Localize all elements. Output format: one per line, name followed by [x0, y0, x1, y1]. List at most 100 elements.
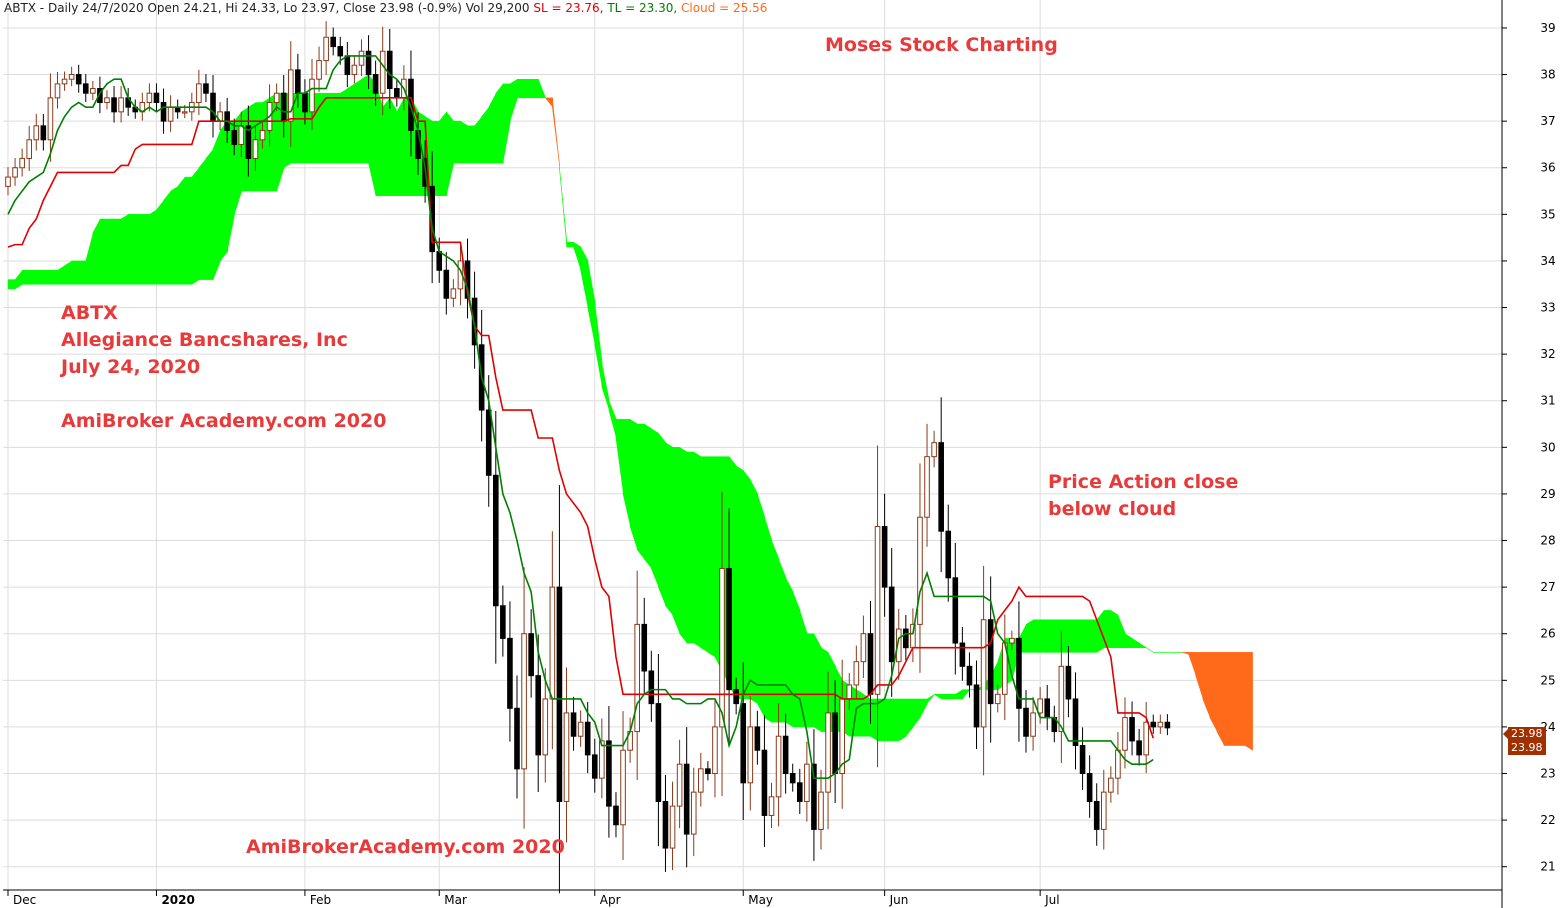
sl-price-tag: 23.98 — [1508, 741, 1546, 755]
cloud-segment — [502, 83, 511, 164]
candle-body — [895, 628, 902, 663]
cloud-segment — [912, 698, 921, 728]
cloud-segment — [205, 148, 214, 280]
cloud-segment — [127, 214, 136, 285]
cloud-segment — [686, 451, 695, 644]
candle-body — [514, 707, 520, 770]
date-annotation: July 24, 2020 — [61, 356, 201, 378]
candle-body — [733, 689, 739, 705]
cloud-segment — [955, 689, 964, 700]
candle-body — [881, 526, 888, 588]
cloud-segment — [559, 167, 568, 247]
cloud-segment — [870, 698, 879, 742]
y-tick-label: 27 — [1540, 580, 1555, 594]
candle-body — [556, 586, 563, 802]
candle-body — [726, 567, 732, 691]
x-tick-label: Jun — [889, 893, 909, 907]
cloud-segment — [629, 418, 638, 550]
candle-body — [549, 586, 556, 700]
candle-body — [676, 763, 683, 807]
y-tick-label: 26 — [1540, 627, 1555, 641]
cloud-segment — [184, 176, 193, 285]
candle-body — [542, 698, 549, 756]
candle-body — [372, 74, 379, 94]
candle-body — [1122, 717, 1128, 751]
cloud-segment — [1138, 642, 1148, 648]
candle-body — [740, 703, 747, 784]
candle-body — [337, 46, 344, 57]
cloud-segment — [460, 120, 469, 164]
x-tick-label: 2020 — [161, 893, 194, 907]
candle-body — [634, 623, 640, 733]
tl-line — [7, 55, 1154, 779]
cloud-segment — [1188, 652, 1197, 676]
cloud-segment — [608, 400, 617, 439]
cloud-segment — [354, 78, 363, 164]
cloud-segment — [544, 97, 554, 108]
cloud-segment — [742, 469, 751, 700]
cloud-segment — [1061, 619, 1070, 653]
y-tick-label: 32 — [1540, 347, 1555, 361]
cloud-segment — [813, 633, 822, 733]
candle-body — [754, 726, 761, 751]
candle-body — [577, 721, 584, 737]
candle-body — [528, 633, 534, 677]
candle-body — [90, 88, 96, 94]
cloud-segment — [99, 218, 108, 285]
cloud-segment — [651, 428, 660, 588]
candle-body — [153, 92, 160, 104]
y-tick-label: 25 — [1540, 673, 1555, 687]
grid-lines — [3, 0, 1502, 890]
candle-body — [698, 768, 704, 793]
cloud-segment — [926, 694, 935, 705]
cloud-segment — [14, 269, 23, 290]
candle-body — [1136, 740, 1142, 756]
candle-body — [521, 633, 527, 770]
cloud-segment — [636, 423, 645, 560]
candle-body — [97, 88, 103, 104]
candle-body — [860, 633, 867, 663]
cloud-segment — [898, 698, 907, 742]
cloud-segment — [679, 446, 688, 644]
candle-body — [450, 288, 457, 299]
academy-annotation-left: AmiBroker Academy.com 2020 — [61, 410, 387, 432]
cloud-segment — [149, 209, 158, 285]
y-tick-label: 22 — [1540, 813, 1555, 827]
candle-body — [245, 125, 252, 159]
last-price-tag: 23.98 — [1508, 727, 1546, 741]
x-tick-label: Dec — [13, 893, 36, 907]
candle-body — [606, 740, 612, 807]
y-tick-label: 37 — [1540, 114, 1555, 128]
cloud-segment — [332, 92, 341, 164]
x-tick-label: May — [748, 893, 773, 907]
candle-body — [111, 97, 117, 113]
x-tick-label: Jul — [1044, 893, 1059, 907]
cloud-segment — [552, 97, 561, 168]
cloud-segment — [622, 419, 631, 527]
cloud-segment — [1082, 619, 1091, 653]
candle-body — [167, 106, 174, 122]
candle-body — [825, 712, 831, 793]
chart-header: ABTX - Daily 24/7/2020 Open 24.21, Hi 24… — [4, 1, 767, 15]
cloud-segment — [481, 106, 490, 164]
cloud-segment — [50, 270, 59, 285]
x-axis: Dec 2020 Feb Mar Apr May Jun Jul — [3, 889, 1502, 907]
candle-body — [82, 83, 89, 94]
cloud-segment — [78, 260, 87, 285]
candle-body — [1065, 665, 1072, 700]
cloud-segment — [735, 465, 744, 700]
candle-body — [599, 740, 605, 779]
y-tick-label: 38 — [1540, 68, 1555, 82]
cloud-segment — [142, 214, 151, 285]
cloud-segment — [707, 456, 716, 658]
candle-body — [295, 69, 301, 94]
y-tick-label: 33 — [1540, 301, 1555, 315]
cloud-segment — [601, 363, 610, 411]
candle-body — [26, 139, 33, 159]
candle-body — [761, 749, 768, 816]
y-tick-label: 34 — [1540, 254, 1555, 268]
cloud-segment — [1181, 652, 1190, 655]
candle-body — [1086, 773, 1093, 802]
cloud-segment — [43, 270, 52, 285]
candle-body — [19, 157, 25, 169]
